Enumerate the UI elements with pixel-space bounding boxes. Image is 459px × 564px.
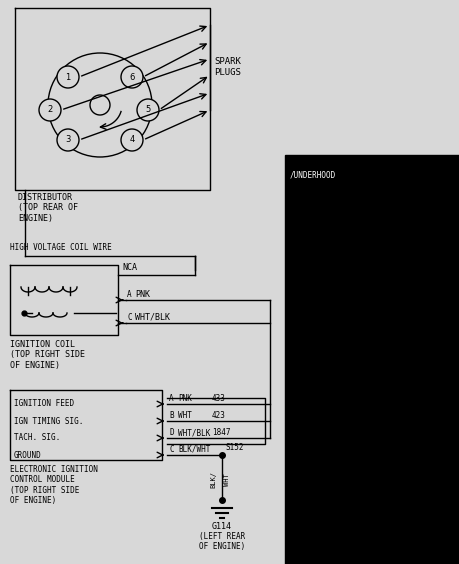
Text: 3: 3 <box>65 135 71 144</box>
Text: D: D <box>169 428 174 437</box>
Text: A: A <box>169 394 174 403</box>
Text: S152: S152 <box>226 443 245 452</box>
Text: SPARK
PLUGS: SPARK PLUGS <box>214 58 241 77</box>
Text: ELECTRONIC IGNITION
CONTROL MODULE
(TOP RIGHT SIDE
OF ENGINE): ELECTRONIC IGNITION CONTROL MODULE (TOP … <box>10 465 98 505</box>
Bar <box>285 155 459 564</box>
Circle shape <box>137 99 159 121</box>
Text: 4: 4 <box>129 135 134 144</box>
Text: 2: 2 <box>47 105 53 114</box>
Text: WHT: WHT <box>224 474 230 486</box>
Text: A: A <box>127 290 132 299</box>
Circle shape <box>121 129 143 151</box>
Text: C: C <box>127 313 132 322</box>
Circle shape <box>57 129 79 151</box>
Circle shape <box>57 66 79 88</box>
Text: G114: G114 <box>212 522 232 531</box>
Text: BLK/: BLK/ <box>210 472 216 488</box>
Text: TACH. SIG.: TACH. SIG. <box>14 434 60 443</box>
Text: NCA: NCA <box>122 263 137 272</box>
Text: IGNITION COIL
(TOP RIGHT SIDE
OF ENGINE): IGNITION COIL (TOP RIGHT SIDE OF ENGINE) <box>10 340 85 370</box>
Text: PNK: PNK <box>178 394 192 403</box>
Text: PNK: PNK <box>135 290 150 299</box>
Text: DISTRIBUTOR
(TOP REAR OF
ENGINE): DISTRIBUTOR (TOP REAR OF ENGINE) <box>18 193 78 223</box>
Text: 5: 5 <box>146 105 151 114</box>
Text: WHT: WHT <box>178 411 192 420</box>
Circle shape <box>121 66 143 88</box>
Text: B: B <box>169 411 174 420</box>
Text: 433: 433 <box>212 394 226 403</box>
Text: BLK/WHT: BLK/WHT <box>178 445 210 454</box>
Text: WHT/BLK: WHT/BLK <box>178 428 210 437</box>
Text: GROUND: GROUND <box>14 451 42 460</box>
Text: IGNITION FEED: IGNITION FEED <box>14 399 74 408</box>
Text: /UNDERHOOD: /UNDERHOOD <box>290 170 336 179</box>
Circle shape <box>39 99 61 121</box>
Text: 1: 1 <box>65 73 71 82</box>
Text: 423: 423 <box>212 411 226 420</box>
Text: IGN TIMING SIG.: IGN TIMING SIG. <box>14 416 84 425</box>
Text: C: C <box>169 445 174 454</box>
Text: WHT/BLK: WHT/BLK <box>135 313 170 322</box>
Text: 1847: 1847 <box>212 428 230 437</box>
Text: (LEFT REAR
OF ENGINE): (LEFT REAR OF ENGINE) <box>199 532 245 552</box>
Text: 6: 6 <box>129 73 134 82</box>
Text: HIGH VOLTAGE COIL WIRE: HIGH VOLTAGE COIL WIRE <box>10 243 112 252</box>
